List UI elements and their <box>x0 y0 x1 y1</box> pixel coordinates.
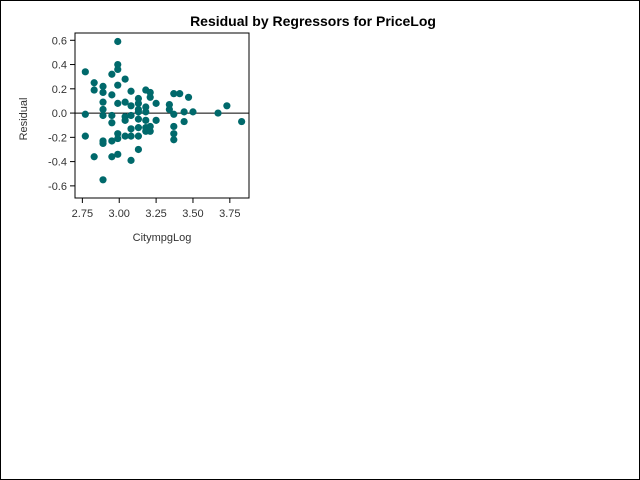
scatter-point <box>142 108 150 116</box>
scatter-point <box>134 115 143 123</box>
scatter-point <box>214 109 222 117</box>
scatter-point <box>99 82 107 90</box>
scatter-points <box>81 37 246 184</box>
scatter-point <box>180 108 188 116</box>
scatter-point <box>99 176 107 184</box>
y-tick-label: -0.4 <box>48 157 67 169</box>
scatter-point <box>81 110 89 118</box>
scatter-point <box>121 75 129 83</box>
y-axis: -0.6 -0.4 -0.2 0.0 0.2 0.4 0.6 <box>48 35 75 193</box>
scatter-point <box>146 93 154 101</box>
y-tick-label: 0.2 <box>52 84 67 96</box>
scatter-point <box>152 99 160 107</box>
scatter-point <box>114 150 122 158</box>
scatter-point <box>121 132 129 140</box>
x-tick-label: 3.75 <box>219 208 240 220</box>
y-tick-label: 0.4 <box>52 60 67 72</box>
scatter-point <box>114 65 122 73</box>
scatter-point <box>152 116 160 124</box>
scatter-point <box>90 86 98 94</box>
scatter-point <box>114 99 122 107</box>
scatter-point <box>142 116 150 124</box>
scatter-point <box>127 156 135 164</box>
scatter-point <box>99 98 107 106</box>
scatter-point <box>170 130 178 138</box>
scatter-point <box>189 108 197 116</box>
scatter-point <box>170 90 178 98</box>
scatter-point <box>81 132 89 140</box>
scatter-point <box>223 102 231 110</box>
scatter-point <box>134 132 143 140</box>
scatter-point <box>90 79 98 87</box>
y-axis-label: Residual <box>18 98 30 141</box>
scatter-point <box>90 153 98 161</box>
scatter-point <box>170 136 178 144</box>
scatter-point <box>108 119 116 127</box>
scatter-point <box>134 124 143 132</box>
x-axis-label: CitympgLog <box>133 232 192 244</box>
scatter-point <box>127 87 135 95</box>
scatter-point <box>99 111 107 120</box>
scatter-point <box>127 102 135 110</box>
scatter-point <box>108 111 116 120</box>
scatter-point <box>170 110 178 118</box>
scatter-point <box>114 37 122 46</box>
x-tick-label: 3.25 <box>145 208 166 220</box>
scatter-point <box>127 132 135 140</box>
scatter-point <box>134 145 143 154</box>
scatter-point <box>134 99 143 107</box>
scatter-point <box>121 116 129 124</box>
scatter-point <box>99 139 107 148</box>
scatter-point <box>108 70 116 78</box>
scatter-point <box>127 125 135 133</box>
scatter-point <box>127 111 135 120</box>
scatter-point <box>184 93 193 101</box>
scatter-point <box>165 105 173 114</box>
y-tick-label: -0.6 <box>48 181 67 193</box>
y-tick-label: 0.0 <box>52 108 67 120</box>
scatter-point <box>81 68 89 76</box>
scatter-point <box>238 117 246 126</box>
scatter-point <box>114 81 122 89</box>
x-tick-label: 3.00 <box>109 208 130 220</box>
x-tick-label: 3.50 <box>182 208 203 220</box>
scatter-point <box>170 122 178 131</box>
scatter-point <box>108 153 116 161</box>
scatter-point <box>99 88 107 97</box>
scatter-point <box>121 98 129 106</box>
scatter-point <box>134 108 143 116</box>
y-tick-label: 0.6 <box>52 35 67 47</box>
scatter-point <box>180 117 188 126</box>
scatter-point <box>114 134 122 143</box>
y-tick-label: -0.2 <box>48 132 67 144</box>
x-tick-label: 2.75 <box>72 208 93 220</box>
scatter-point <box>108 91 116 99</box>
x-axis: 2.75 3.00 3.25 3.50 3.75 <box>72 198 241 220</box>
scatter-point <box>176 90 184 98</box>
scatter-point <box>146 127 154 135</box>
scatter-point <box>108 137 116 145</box>
scatter-point <box>99 105 107 114</box>
chart-title: Residual by Regressors for PriceLog <box>190 13 436 29</box>
